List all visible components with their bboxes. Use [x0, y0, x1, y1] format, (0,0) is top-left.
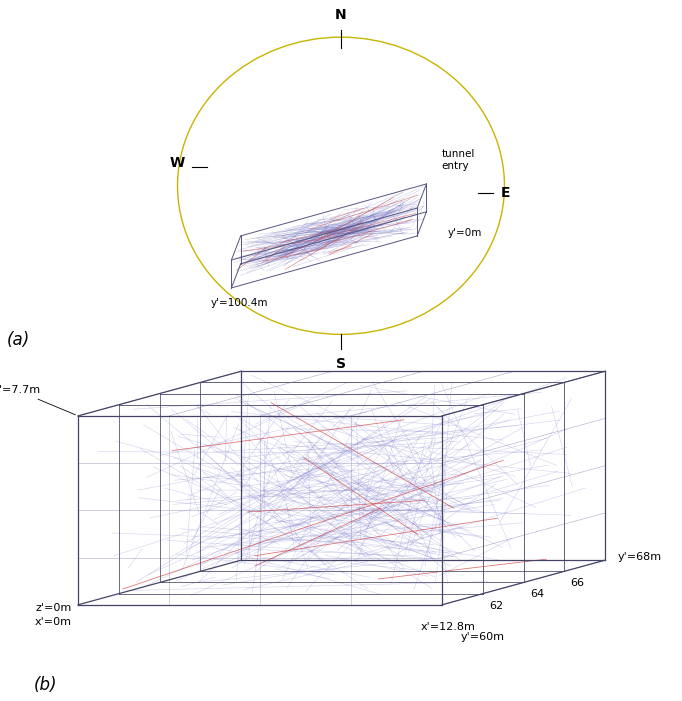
Text: y'=0m: y'=0m [448, 228, 482, 238]
Text: z'=0m
x'=0m: z'=0m x'=0m [35, 603, 72, 627]
Text: N: N [335, 8, 347, 22]
Text: 66: 66 [571, 578, 584, 588]
Text: z'=7.7m: z'=7.7m [0, 386, 76, 415]
Text: 62: 62 [489, 601, 503, 611]
Text: y'=100.4m: y'=100.4m [211, 298, 269, 308]
Text: (b): (b) [34, 676, 57, 694]
Text: (a): (a) [7, 332, 30, 349]
Text: x'=12.8m: x'=12.8m [421, 622, 475, 632]
Text: y'=68m: y'=68m [618, 552, 662, 562]
Text: tunnel
entry: tunnel entry [441, 149, 475, 171]
Text: W: W [170, 156, 185, 170]
Text: S: S [336, 357, 346, 371]
Text: 64: 64 [530, 590, 544, 599]
Text: y'=60m: y'=60m [461, 632, 505, 642]
Text: E: E [501, 186, 510, 200]
